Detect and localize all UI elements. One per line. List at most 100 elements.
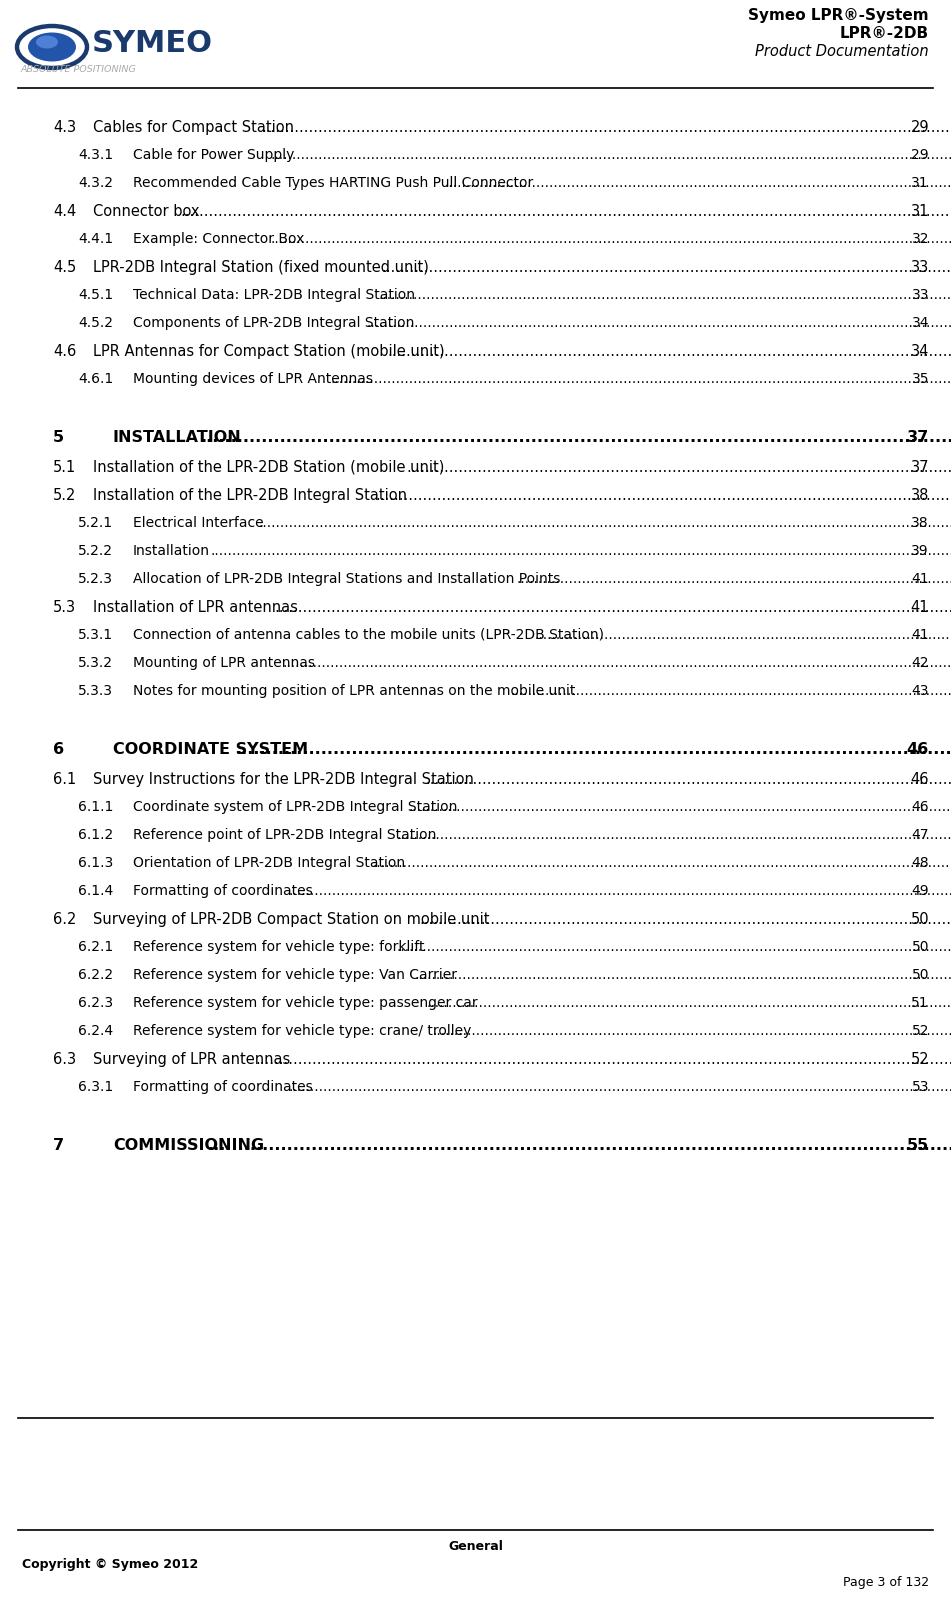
Text: INSTALLATION: INSTALLATION (113, 430, 242, 444)
Text: 4.3.1: 4.3.1 (78, 149, 113, 161)
Text: 31: 31 (911, 205, 929, 219)
Text: 33: 33 (911, 260, 929, 275)
Text: 41: 41 (911, 628, 929, 642)
Text: Connection of antenna cables to the mobile units (LPR-2DB Station): Connection of antenna cables to the mobi… (133, 628, 604, 642)
Text: Reference system for vehicle type: forklift: Reference system for vehicle type: forkl… (133, 940, 424, 954)
Text: ................................................................................: ........................................… (432, 1024, 951, 1039)
Text: 37: 37 (910, 460, 929, 475)
Text: Surveying of LPR antennas: Surveying of LPR antennas (93, 1051, 290, 1067)
Text: 6.2.1: 6.2.1 (78, 940, 113, 954)
Text: Survey Instructions for the LPR-2DB Integral Station: Survey Instructions for the LPR-2DB Inte… (93, 772, 474, 786)
Text: 5.3.1: 5.3.1 (78, 628, 113, 642)
Text: 6.1.1: 6.1.1 (78, 801, 113, 813)
Text: Mounting devices of LPR Antennas: Mounting devices of LPR Antennas (133, 372, 373, 387)
Text: 5.3.2: 5.3.2 (78, 657, 113, 670)
Text: 4.6: 4.6 (53, 344, 76, 360)
Text: 50: 50 (911, 940, 929, 954)
Text: Mounting of LPR antennas: Mounting of LPR antennas (133, 657, 315, 670)
Text: 4.3: 4.3 (53, 120, 76, 134)
Text: ................................................................................: ........................................… (270, 232, 951, 246)
Text: Installation of LPR antennas: Installation of LPR antennas (93, 599, 298, 615)
Text: 34: 34 (911, 316, 929, 331)
Text: ................................................................................: ........................................… (419, 912, 951, 927)
Text: Cable for Power Supply: Cable for Power Supply (133, 149, 295, 161)
Ellipse shape (28, 32, 76, 61)
Text: 4.6.1: 4.6.1 (78, 372, 113, 387)
Text: 6.1.3: 6.1.3 (78, 857, 113, 869)
Text: ................................................................................: ........................................… (396, 828, 951, 842)
Text: COMMISSIONING: COMMISSIONING (113, 1138, 264, 1154)
Text: 6.2.4: 6.2.4 (78, 1024, 113, 1039)
Text: 50: 50 (911, 968, 929, 983)
Text: ................................................................................: ........................................… (366, 316, 951, 331)
Text: ................................................................................: ........................................… (207, 1138, 951, 1154)
Text: 46: 46 (911, 801, 929, 813)
Text: 6.2.2: 6.2.2 (78, 968, 113, 983)
Text: 4.4: 4.4 (53, 205, 76, 219)
Text: ................................................................................: ........................................… (201, 430, 951, 444)
Text: 53: 53 (911, 1080, 929, 1095)
Text: Surveying of LPR-2DB Compact Station on mobile unit: Surveying of LPR-2DB Compact Station on … (93, 912, 490, 927)
Text: ................................................................................: ........................................… (210, 543, 951, 558)
Text: 4.4.1: 4.4.1 (78, 232, 113, 246)
Text: ................................................................................: ........................................… (262, 120, 951, 134)
Text: LPR Antennas for Compact Station (mobile unit): LPR Antennas for Compact Station (mobile… (93, 344, 445, 360)
Text: ................................................................................: ........................................… (282, 657, 951, 670)
Text: 52: 52 (910, 1051, 929, 1067)
Text: Installation: Installation (133, 543, 210, 558)
Text: ................................................................................: ........................................… (258, 516, 951, 531)
Text: Electrical Interface: Electrical Interface (133, 516, 263, 531)
Text: Components of LPR-2DB Integral Station: Components of LPR-2DB Integral Station (133, 316, 415, 331)
Text: 6.1.4: 6.1.4 (78, 884, 113, 898)
Text: ................................................................................: ........................................… (235, 741, 951, 757)
Text: ................................................................................: ........................................… (372, 857, 951, 869)
Text: LPR®-2DB: LPR®-2DB (840, 26, 929, 42)
Text: General: General (448, 1540, 503, 1553)
Text: 7: 7 (53, 1138, 64, 1154)
Text: 5.2: 5.2 (53, 487, 76, 503)
Text: 31: 31 (911, 176, 929, 190)
Text: 6.1: 6.1 (53, 772, 76, 786)
Text: ................................................................................: ........................................… (414, 968, 951, 983)
Text: 6.3.1: 6.3.1 (78, 1080, 113, 1095)
Text: Installation of the LPR-2DB Station (mobile unit): Installation of the LPR-2DB Station (mob… (93, 460, 444, 475)
Text: ABSOLUTE POSITIONING: ABSOLUTE POSITIONING (20, 64, 136, 74)
Text: 46: 46 (910, 772, 929, 786)
Text: 6.2: 6.2 (53, 912, 76, 927)
Text: 6.3: 6.3 (53, 1051, 76, 1067)
Text: 55: 55 (906, 1138, 929, 1154)
Text: 4.5: 4.5 (53, 260, 76, 275)
Text: ................................................................................: ........................................… (330, 372, 951, 387)
Text: ................................................................................: ........................................… (396, 940, 951, 954)
Text: ................................................................................: ........................................… (534, 628, 951, 642)
Text: Formatting of coordinates: Formatting of coordinates (133, 884, 313, 898)
Text: ................................................................................: ........................................… (407, 460, 951, 475)
Text: 4.5.2: 4.5.2 (78, 316, 113, 331)
Text: 5.3: 5.3 (53, 599, 76, 615)
Text: 47: 47 (911, 828, 929, 842)
Text: 37: 37 (906, 430, 929, 444)
Text: SYMEO: SYMEO (92, 29, 213, 58)
Text: 32: 32 (911, 232, 929, 246)
Text: 41: 41 (910, 599, 929, 615)
Text: ................................................................................: ........................................… (376, 487, 951, 503)
Text: Page 3 of 132: Page 3 of 132 (843, 1576, 929, 1588)
Text: Coordinate system of LPR-2DB Integral Station: Coordinate system of LPR-2DB Integral St… (133, 801, 457, 813)
Text: ................................................................................: ........................................… (288, 1080, 951, 1095)
Text: 29: 29 (910, 120, 929, 134)
Text: 50: 50 (910, 912, 929, 927)
Text: 49: 49 (911, 884, 929, 898)
Text: 5.1: 5.1 (53, 460, 76, 475)
Text: Orientation of LPR-2DB Integral Station: Orientation of LPR-2DB Integral Station (133, 857, 405, 869)
Text: ................................................................................: ........................................… (378, 288, 951, 302)
Text: 5.3.3: 5.3.3 (78, 684, 113, 698)
Text: Reference system for vehicle type: crane/ trolley: Reference system for vehicle type: crane… (133, 1024, 472, 1039)
Text: 52: 52 (911, 1024, 929, 1039)
Text: LPR-2DB Integral Station (fixed mounted unit): LPR-2DB Integral Station (fixed mounted … (93, 260, 429, 275)
Text: ................................................................................: ........................................… (444, 176, 951, 190)
Text: 6.1.2: 6.1.2 (78, 828, 113, 842)
Text: Allocation of LPR-2DB Integral Stations and Installation Points: Allocation of LPR-2DB Integral Stations … (133, 572, 560, 586)
Text: 33: 33 (911, 288, 929, 302)
Text: 5: 5 (53, 430, 64, 444)
Text: 35: 35 (911, 372, 929, 387)
